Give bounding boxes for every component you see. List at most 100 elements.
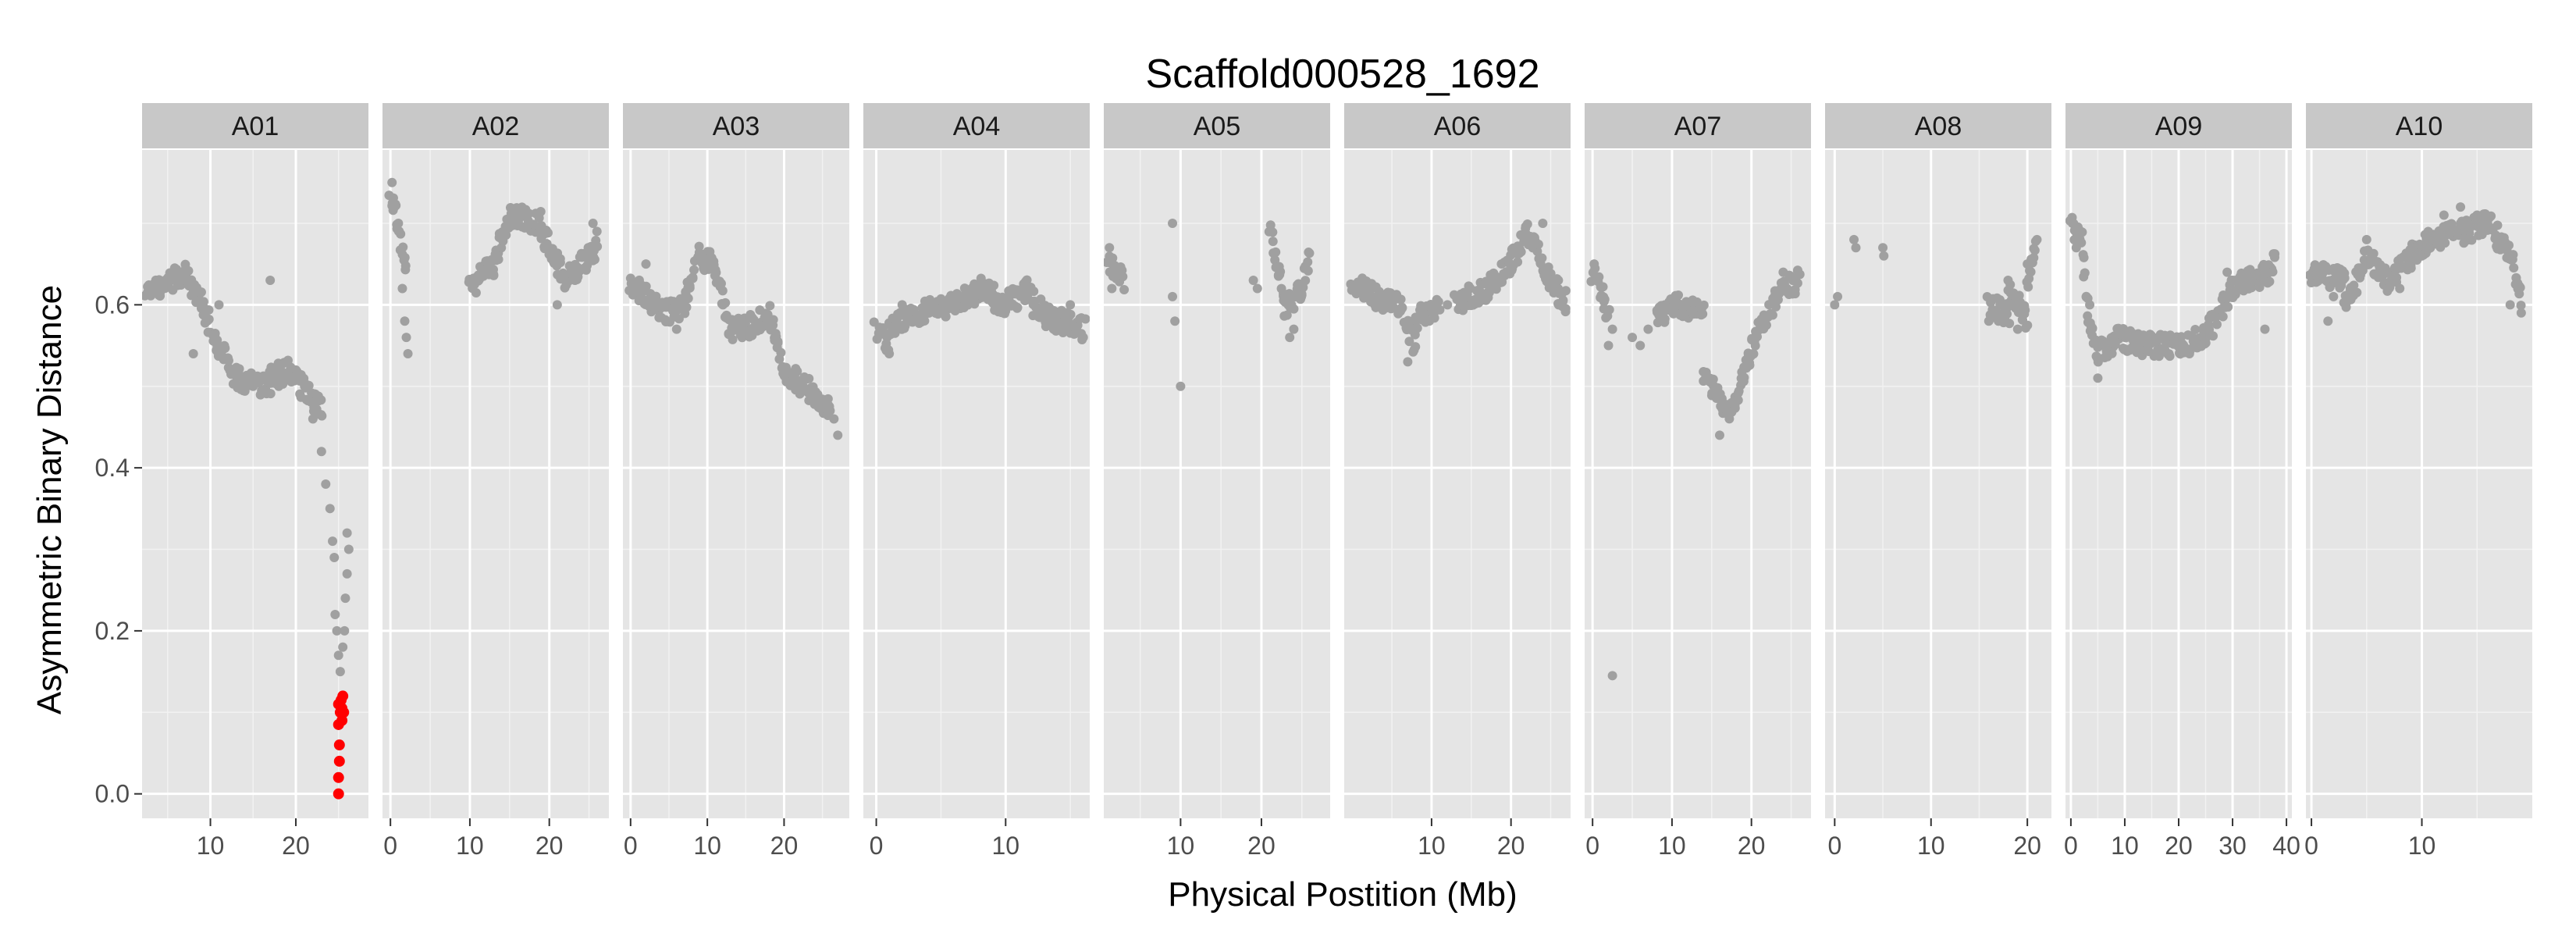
data-point	[488, 265, 498, 275]
data-point	[521, 210, 531, 220]
data-point	[1117, 265, 1127, 276]
data-point	[1107, 283, 1117, 294]
data-point	[342, 568, 352, 579]
data-points	[142, 259, 354, 800]
data-point	[342, 528, 352, 538]
chart-title: Scaffold000528_1692	[1145, 52, 1539, 97]
panel-background	[1344, 150, 1571, 818]
data-point	[2093, 373, 2103, 383]
highlight-point	[338, 707, 350, 718]
data-point	[2406, 261, 2416, 271]
facet-strip	[382, 103, 609, 148]
data-points	[869, 273, 1090, 358]
x-tick-label: 30	[2218, 832, 2247, 860]
data-point	[1643, 324, 1653, 334]
data-point	[2329, 291, 2339, 301]
data-point	[2516, 308, 2526, 318]
x-tick-label: 20	[2013, 832, 2041, 860]
data-point	[1745, 360, 1755, 370]
data-point	[2005, 319, 2015, 329]
x-tick-label: 10	[1917, 832, 1945, 860]
x-tick-label: 20	[1738, 832, 1766, 860]
x-axis-title: Physical Postition (Mb)	[1168, 875, 1517, 914]
data-point	[1404, 337, 1414, 347]
data-point	[833, 430, 843, 440]
x-tick-label: 10	[693, 832, 721, 860]
data-point	[1749, 349, 1759, 359]
data-point	[1599, 294, 1610, 305]
data-point	[204, 314, 214, 324]
data-point	[1300, 276, 1311, 286]
x-tick-label: 10	[1658, 832, 1686, 860]
highlight-point	[333, 771, 344, 783]
data-point	[2087, 323, 2097, 333]
data-point	[1698, 309, 1708, 319]
data-point	[212, 335, 222, 345]
data-point	[317, 411, 327, 421]
x-tick-label: 20	[770, 832, 799, 860]
data-point	[1066, 309, 1076, 319]
facet-panel-a10: A10 0 10	[2304, 103, 2532, 860]
data-point	[240, 386, 250, 396]
data-point	[1403, 357, 1413, 367]
facet-panel-a05: A05 10 20	[1104, 103, 1330, 860]
data-point	[2023, 259, 2033, 269]
data-point	[1879, 251, 1889, 261]
data-point	[1513, 257, 1523, 267]
x-tick-label: 0	[2064, 832, 2078, 860]
data-point	[1066, 300, 1076, 310]
data-point	[1078, 333, 1088, 343]
facet-strip-label: A03	[713, 112, 760, 141]
data-points	[384, 177, 603, 358]
data-point	[204, 305, 214, 315]
data-point	[555, 258, 565, 268]
x-tick-label: 0	[870, 832, 884, 860]
data-points	[1346, 218, 1571, 367]
data-point	[1443, 300, 1453, 310]
data-point	[765, 301, 775, 311]
data-point	[2079, 252, 2089, 262]
data-point	[2077, 227, 2087, 237]
facet-strip	[1585, 103, 1811, 148]
facet-strip	[1344, 103, 1571, 148]
data-point	[1628, 333, 1638, 343]
data-point	[2508, 250, 2518, 260]
facet-panel-a04: A04 0 10	[863, 103, 1090, 860]
data-point	[1411, 342, 1421, 352]
data-point	[316, 447, 326, 457]
data-point	[330, 610, 340, 620]
panel-background	[1825, 150, 2051, 818]
data-points	[1104, 218, 1315, 391]
data-point	[2355, 273, 2365, 283]
data-point	[1830, 300, 1840, 310]
data-point	[1248, 276, 1258, 286]
data-point	[740, 319, 750, 329]
data-point	[1289, 304, 1299, 314]
data-point	[1849, 234, 1859, 244]
data-point	[2165, 351, 2175, 362]
data-point	[535, 206, 546, 216]
data-point	[1433, 297, 1443, 307]
data-point	[316, 395, 326, 405]
data-point	[400, 252, 410, 262]
data-point	[884, 348, 895, 358]
data-point	[1396, 294, 1406, 305]
x-tick-label: 0	[1585, 832, 1599, 860]
highlight-point	[336, 714, 348, 726]
data-point	[183, 265, 194, 276]
data-point	[2222, 267, 2233, 277]
x-tick-label: 20	[1247, 832, 1276, 860]
data-point	[683, 294, 693, 304]
data-point	[2218, 312, 2228, 322]
data-point	[717, 286, 728, 296]
data-point	[829, 414, 839, 424]
data-point	[1533, 239, 1543, 249]
data-point	[1105, 243, 1115, 253]
data-point	[1733, 395, 1743, 405]
data-point	[1168, 218, 1178, 228]
data-point	[1271, 247, 1281, 257]
data-point	[592, 241, 603, 251]
data-point	[1170, 316, 1180, 326]
data-point	[592, 226, 602, 237]
data-point	[2190, 325, 2201, 335]
